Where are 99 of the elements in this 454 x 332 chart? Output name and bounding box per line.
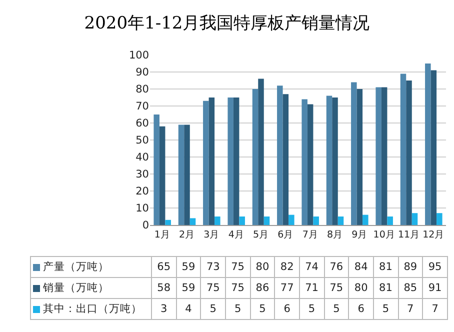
data-label: 5 [324,298,349,320]
bar [154,114,160,225]
bar [252,89,258,225]
data-label: 80 [348,278,374,298]
data-label: 75 [225,278,250,298]
data-label: 85 [398,278,423,298]
x-tick-label: 9月 [352,229,368,240]
x-tick-label: 4月 [228,229,244,240]
bar [228,98,234,225]
data-label: 75 [200,278,226,298]
bar [203,100,209,225]
data-label: 6 [348,298,374,320]
bar [430,70,437,225]
data-label: 81 [373,278,398,298]
bar [288,214,294,225]
bar [302,99,308,225]
legend-label: 产量（万吨） [43,261,109,273]
x-tick-label: 7月 [302,229,318,240]
data-label: 5 [250,298,275,320]
data-label: 5 [225,298,250,320]
data-label: 5 [299,298,324,320]
bar [400,74,406,225]
x-tick-label: 2月 [178,229,196,240]
y-tick-label: 30 [136,168,149,181]
data-label: 89 [398,256,423,278]
data-label: 58 [152,278,176,298]
data-label: 59 [176,256,201,278]
x-tick-label: 6月 [278,229,294,240]
bar [356,89,363,225]
data-label: 6 [274,298,300,320]
data-label: 81 [373,256,398,278]
data-label: 7 [398,298,423,320]
data-label: 95 [422,256,448,278]
bar [264,216,270,225]
data-label: 82 [274,256,300,278]
bar [208,98,215,225]
data-label: 5 [200,298,226,320]
x-tick-label: 3月 [204,229,220,240]
y-tick-label: 50 [136,134,149,147]
data-label: 74 [299,256,324,278]
y-tick-label: 90 [136,66,149,79]
bar [159,126,166,225]
y-tick-label: 40 [136,152,149,164]
bar [233,98,240,225]
data-label: 59 [176,278,201,298]
y-tick-label: 70 [136,100,149,113]
data-label: 80 [250,256,275,278]
bar [184,124,190,225]
data-label: 91 [422,278,448,298]
bar [332,98,338,225]
bar [239,216,245,225]
x-tick-label: 11月 [398,229,420,240]
bar [313,216,319,225]
data-label: 7 [422,298,448,320]
legend-label: 销量（万吨） [43,282,109,294]
x-tick-label: 10月 [373,229,396,240]
bar [387,216,393,225]
bar [190,218,196,225]
bar [381,87,388,225]
bar [412,213,418,225]
y-tick-label: 20 [136,186,149,198]
data-label: 86 [250,278,275,298]
bar [376,87,382,225]
data-label: 84 [348,256,374,278]
y-tick-label: 10 [136,202,149,215]
data-label: 75 [324,278,349,298]
bar [326,96,332,225]
data-label: 5 [373,298,398,320]
data-label: 73 [200,256,226,278]
bar [258,78,264,225]
data-label: 3 [152,298,176,320]
bar [436,213,442,225]
x-tick-label: 1月 [154,229,170,240]
bar [214,216,220,225]
data-label: 77 [274,278,300,298]
bar [307,104,314,225]
y-tick-label: 100 [128,50,149,62]
bar [351,82,357,225]
chart-title: 2020年1-12月我国特厚板产销量情况 [84,14,370,34]
data-label: 76 [324,256,349,278]
data-label: 4 [176,298,201,320]
x-tick-label: 12月 [422,229,445,240]
data-label: 75 [225,256,250,278]
bar [165,220,171,225]
bar [338,216,344,225]
y-tick-label: 80 [136,84,149,96]
data-label: 71 [299,278,324,298]
bar [277,86,283,225]
bar [425,64,431,225]
bar [406,80,412,225]
y-tick-label: 60 [136,118,149,130]
x-tick-label: 5月 [252,229,270,240]
x-tick-label: 8月 [326,229,344,240]
y-tick-label: 0 [142,220,149,232]
bar [178,124,184,225]
legend-label: 其中：出口（万吨） [43,303,142,315]
bar [282,94,289,225]
data-label: 65 [152,256,176,278]
bar [362,214,368,225]
